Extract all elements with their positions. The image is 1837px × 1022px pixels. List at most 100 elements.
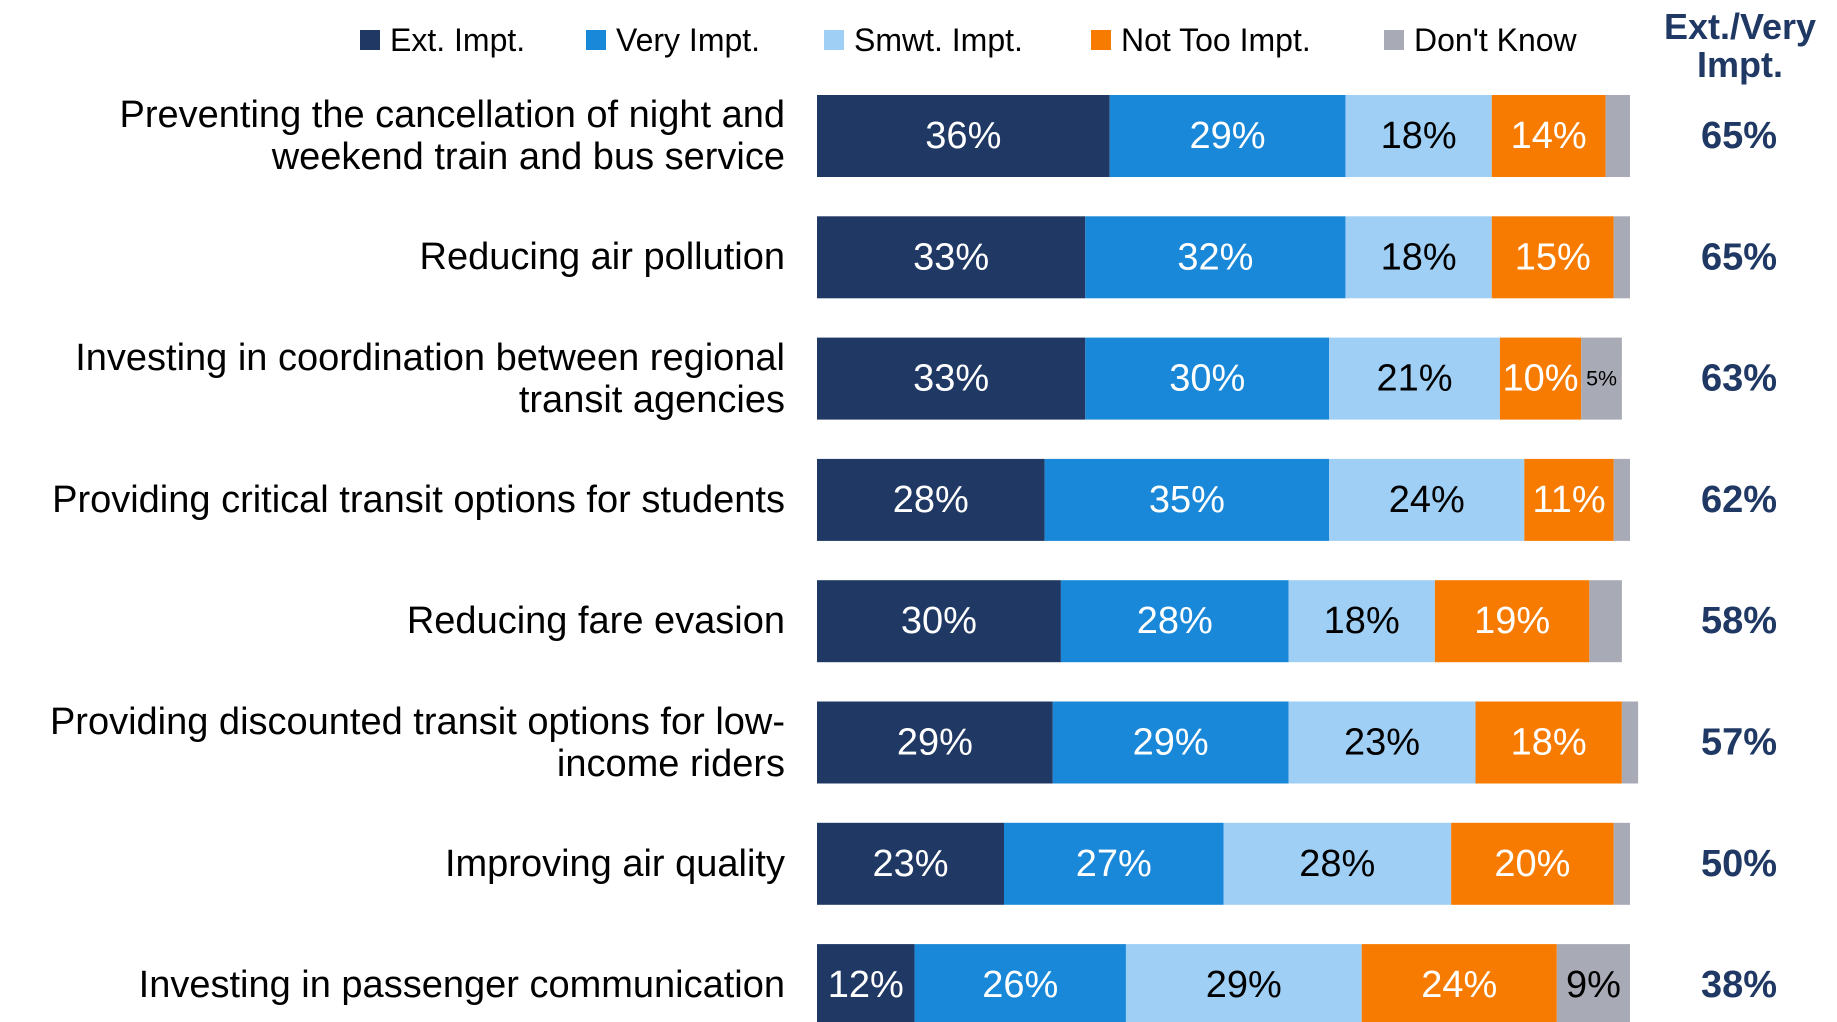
data-label: 9%	[1566, 964, 1621, 1006]
data-label: 30%	[1169, 358, 1245, 400]
total-label: 62%	[1701, 479, 1777, 521]
data-label: 18%	[1511, 722, 1587, 764]
bar-segment	[1003, 822, 1224, 905]
data-label: 33%	[913, 358, 989, 400]
category-label: Reducing fare evasion	[406, 600, 785, 643]
legend-label: Don't Know	[1414, 22, 1578, 58]
data-label: 23%	[872, 843, 948, 885]
bar-segment	[1589, 580, 1622, 663]
data-label: 32%	[1177, 236, 1253, 278]
bar-segment	[1605, 95, 1630, 177]
total-label: 65%	[1701, 115, 1777, 157]
bar-segment	[817, 822, 1004, 905]
data-label: 19%	[1474, 600, 1550, 642]
data-label: 14%	[1511, 115, 1587, 157]
bar-segment	[1329, 458, 1525, 541]
total-label: 38%	[1701, 964, 1777, 1006]
data-label: 29%	[1190, 115, 1266, 157]
bar-segment	[1499, 337, 1582, 420]
data-label: 23%	[1344, 722, 1420, 764]
legend-label: Not Too Impt.	[1121, 22, 1311, 58]
legend-swatch	[1384, 30, 1404, 50]
bar-segment	[1613, 458, 1630, 541]
data-label: 10%	[1503, 358, 1579, 400]
data-label: 18%	[1381, 115, 1457, 157]
category-label: Reducing air pollution	[419, 236, 785, 279]
bar-segment	[1044, 458, 1330, 541]
data-label: 11%	[1532, 479, 1605, 521]
bar-segment	[1581, 337, 1622, 420]
bar-segment	[1288, 701, 1476, 784]
data-label: 24%	[1421, 964, 1497, 1006]
total-label: 57%	[1701, 722, 1777, 764]
legend-label: Smwt. Impt.	[854, 22, 1023, 58]
total-header: Ext./Very Impt.	[1663, 6, 1817, 85]
data-label: 24%	[1389, 479, 1465, 521]
legend-swatch	[586, 30, 606, 50]
bar-segment	[1613, 216, 1630, 299]
data-label: 12%	[828, 964, 904, 1006]
bar-segment	[1361, 944, 1557, 1022]
bar-segment	[817, 701, 1053, 784]
total-label: 63%	[1701, 358, 1777, 400]
data-label: 5%	[1586, 367, 1617, 391]
total-label: 50%	[1701, 843, 1777, 885]
legend-swatch	[360, 30, 380, 50]
bar-segment	[1329, 337, 1500, 420]
bar-segment	[1060, 580, 1289, 663]
category-label: Investing in coordination between region…	[75, 336, 785, 421]
data-label: 21%	[1377, 358, 1453, 400]
bar-segment	[1491, 216, 1614, 299]
legend-label: Ext. Impt.	[390, 22, 525, 58]
legend-label: Very Impt.	[616, 22, 760, 58]
bar-segment	[1475, 701, 1622, 784]
data-label: 33%	[913, 236, 989, 278]
category-label: Providing critical transit options for s…	[52, 478, 785, 521]
data-label: 27%	[1076, 843, 1152, 885]
data-label: 35%	[1149, 479, 1225, 521]
data-label: 20%	[1494, 843, 1570, 885]
bar-segment	[914, 944, 1126, 1022]
bar-segment	[817, 944, 915, 1022]
bar-segment	[1052, 701, 1289, 784]
bar-segment	[1288, 580, 1435, 663]
data-label: 18%	[1324, 600, 1400, 642]
bar-segment	[817, 216, 1086, 299]
data-label: 15%	[1515, 236, 1591, 278]
category-label: Providing discounted transit options for…	[49, 700, 785, 785]
bar-segment	[817, 458, 1045, 541]
data-label: 29%	[1133, 722, 1209, 764]
bar-segment	[1451, 822, 1614, 905]
data-label: 28%	[1299, 843, 1375, 885]
bar-segment	[1434, 580, 1590, 663]
bar-segment	[1085, 337, 1330, 420]
data-label: 28%	[1137, 600, 1213, 642]
bar-segment	[1345, 216, 1492, 299]
legend-swatch	[824, 30, 844, 50]
bar-segment	[1613, 822, 1630, 905]
bar-segment	[1223, 822, 1452, 905]
total-label: 58%	[1701, 600, 1777, 642]
data-label: 30%	[901, 600, 977, 642]
bar-segment	[1491, 95, 1606, 177]
total-label: 65%	[1701, 236, 1777, 278]
category-label: Investing in passenger communication	[138, 964, 785, 1007]
category-label: Preventing the cancellation of night and…	[119, 94, 785, 178]
data-label: 18%	[1381, 236, 1457, 278]
bar-segment	[817, 95, 1110, 177]
category-label: Improving air quality	[444, 842, 785, 885]
bar-segment	[1085, 216, 1346, 299]
bar-segment	[1556, 944, 1630, 1022]
bar-segment	[1524, 458, 1614, 541]
data-label: 29%	[1206, 964, 1282, 1006]
bar-segment	[1621, 701, 1639, 784]
data-label: 26%	[982, 964, 1058, 1006]
data-label: 28%	[893, 479, 969, 521]
bar-segment	[1345, 95, 1492, 177]
bar-segment	[817, 580, 1061, 663]
data-label: 36%	[925, 115, 1001, 157]
bar-segment	[817, 337, 1086, 420]
bar-segment	[1109, 95, 1346, 177]
